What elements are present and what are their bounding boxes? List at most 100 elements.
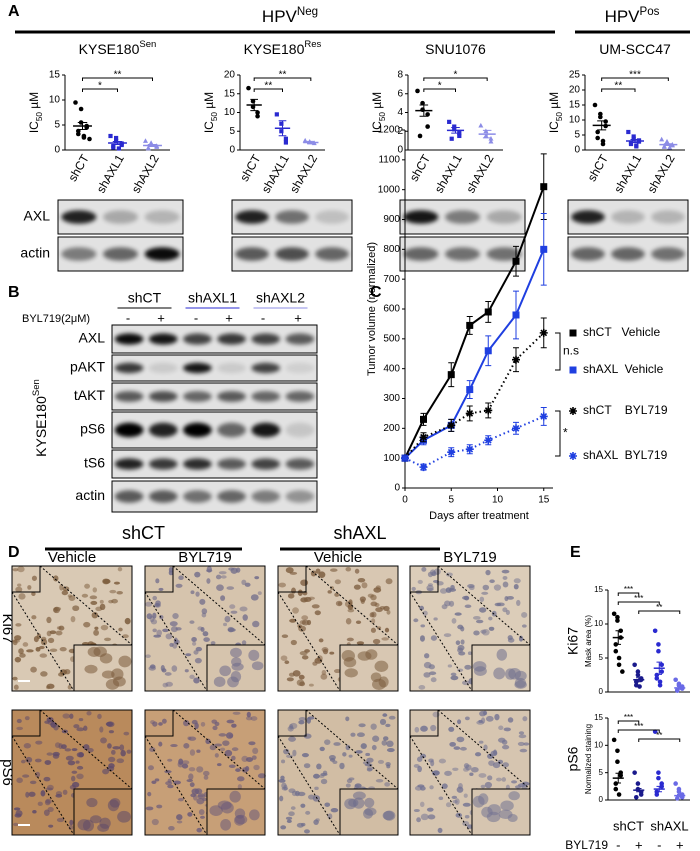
cell-nucleus — [43, 809, 50, 816]
significance-bracket — [638, 738, 681, 742]
cell-nucleus — [484, 781, 492, 789]
inset-nucleus — [508, 667, 522, 680]
cell-nucleus — [59, 646, 67, 652]
cell-nucleus — [423, 672, 431, 678]
cell-nucleus — [112, 746, 121, 750]
plot-title-text: KYSE180 — [79, 41, 140, 57]
treatment-sign: - — [616, 837, 620, 851]
error-bar — [615, 630, 622, 645]
cell-nucleus — [359, 596, 366, 603]
cell-nucleus — [386, 740, 394, 748]
inset-nucleus — [352, 791, 366, 800]
cell-nucleus — [307, 794, 315, 800]
cell-nucleus — [286, 819, 292, 824]
cell-nucleus — [201, 608, 208, 615]
plot-title-sup: Sen — [139, 39, 156, 50]
significance-bracket — [82, 88, 118, 92]
cell-nucleus — [462, 802, 471, 807]
cell-nucleus — [314, 610, 321, 616]
cell-nucleus — [108, 599, 114, 604]
comparison-bracket — [555, 332, 561, 371]
significance-label: *** — [624, 713, 633, 722]
cell-nucleus — [423, 661, 432, 669]
cell-nucleus — [228, 567, 235, 571]
cell-nucleus — [321, 669, 327, 676]
cell-nucleus — [120, 750, 126, 757]
cell-nucleus — [12, 568, 19, 572]
cell-nucleus — [156, 629, 163, 637]
cell-nucleus — [300, 579, 309, 587]
cell-nucleus — [469, 772, 474, 776]
blot-band — [103, 247, 138, 261]
inset-nucleus — [364, 807, 377, 816]
data-point — [615, 748, 620, 754]
cell-nucleus — [241, 768, 248, 773]
blot-band — [114, 362, 144, 374]
inset-nucleus — [229, 790, 241, 803]
cell-nucleus — [505, 609, 510, 616]
significance-label: *** — [624, 585, 633, 594]
cell-nucleus — [16, 726, 24, 731]
cell-nucleus — [523, 742, 530, 746]
blot-row-label: pAKT — [70, 359, 105, 375]
cell-nucleus — [367, 593, 374, 598]
significance-label: ** — [614, 81, 622, 92]
inset-nucleus — [370, 672, 382, 683]
y-tick-label: 15 — [594, 713, 603, 722]
cell-nucleus — [280, 825, 287, 830]
cell-nucleus — [40, 790, 46, 797]
blot-row-label: pS6 — [80, 421, 105, 437]
cell-nucleus — [303, 829, 310, 834]
cell-nucleus — [252, 747, 259, 755]
micrograph — [409, 565, 531, 692]
blot-band — [611, 210, 645, 224]
cell-nucleus — [99, 603, 106, 611]
cell-nucleus — [426, 584, 434, 592]
error-bar — [112, 141, 123, 145]
inset-nucleus — [496, 648, 508, 661]
cell-nucleus — [313, 819, 319, 825]
significance-bracket — [253, 77, 312, 81]
data-point — [661, 144, 667, 149]
cell-nucleus — [20, 759, 26, 764]
y-tick-label: 10 — [594, 740, 603, 749]
cell-nucleus — [324, 739, 331, 745]
cell-nucleus — [288, 736, 296, 742]
data-point — [657, 682, 663, 688]
y-tick-label: 6 — [397, 88, 403, 99]
cell-nucleus — [335, 600, 343, 607]
treatment-sign: - — [261, 310, 265, 325]
cell-nucleus — [347, 608, 355, 613]
cell-nucleus — [463, 767, 469, 772]
blot-band — [148, 422, 178, 438]
cell-nucleus — [518, 731, 525, 735]
legend-marker — [569, 366, 577, 374]
cell-nucleus — [26, 649, 34, 653]
cell-nucleus — [348, 754, 353, 758]
cell-nucleus — [55, 630, 63, 636]
error-bar — [250, 98, 258, 112]
cell-nucleus — [373, 587, 382, 593]
cell-nucleus — [463, 793, 468, 798]
data-point — [611, 611, 617, 617]
cell-nucleus — [155, 578, 160, 584]
cell-nucleus — [173, 780, 182, 785]
cell-nucleus — [225, 732, 234, 739]
group-label: shAXL — [333, 523, 386, 543]
cell-nucleus — [19, 653, 26, 658]
error-bar — [419, 104, 429, 117]
cell-nucleus — [214, 721, 220, 727]
blot-band — [445, 210, 480, 224]
cell-nucleus — [205, 738, 211, 745]
cell-nucleus — [506, 596, 514, 600]
condition-label: shAXL2 — [256, 290, 305, 306]
cell-nucleus — [356, 732, 365, 738]
y-tick-label: 100 — [383, 453, 400, 464]
y-tick-label: 300 — [383, 393, 400, 404]
data-point — [615, 759, 620, 765]
cell-nucleus — [346, 637, 354, 642]
inset-nucleus — [105, 678, 120, 690]
cell-nucleus — [44, 799, 51, 806]
plot-title-text: KYSE180 — [244, 41, 305, 57]
cell-nucleus — [297, 589, 303, 597]
